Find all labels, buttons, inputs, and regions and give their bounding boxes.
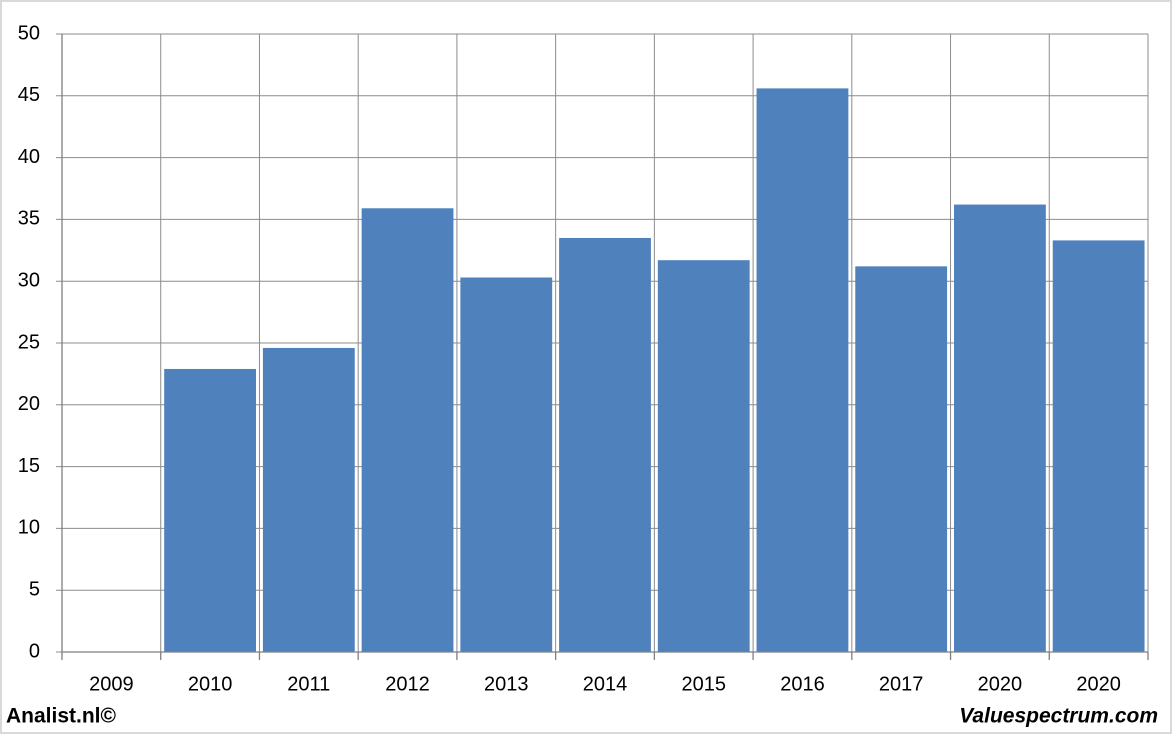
x-tick-label: 2010	[188, 673, 233, 695]
bar	[1052, 240, 1145, 653]
x-tick-label: 2013	[484, 673, 529, 695]
x-tick-label: 2016	[780, 673, 825, 695]
bar	[559, 237, 651, 652]
x-tick-label: 2014	[583, 673, 628, 695]
y-tick-label: 45	[18, 84, 40, 106]
x-tick-label: 2017	[879, 673, 924, 695]
x-tick-label: 2020	[1076, 673, 1121, 695]
bar	[262, 347, 355, 652]
y-tick-label: 35	[18, 208, 40, 230]
bar	[657, 260, 750, 652]
bar	[855, 266, 948, 652]
source-right: Valuespectrum.com	[959, 705, 1158, 728]
x-tick-label: 2012	[385, 673, 430, 695]
source-left: Analist.nl©	[6, 705, 117, 728]
x-tick-label: 2011	[287, 673, 330, 695]
y-tick-label: 25	[18, 331, 40, 353]
y-tick-label: 5	[29, 578, 40, 600]
y-tick-label: 40	[18, 146, 40, 168]
y-tick-label: 0	[29, 640, 40, 662]
x-tick-label: 2015	[681, 673, 726, 695]
x-tick-label: 2009	[89, 673, 134, 695]
bar	[361, 208, 454, 652]
y-tick-label: 30	[18, 269, 40, 291]
y-tick-label: 20	[18, 393, 40, 415]
bar	[164, 368, 256, 652]
x-tick-label: 2020	[978, 673, 1023, 695]
y-tick-label: 50	[18, 22, 40, 44]
y-tick-label: 10	[18, 517, 40, 539]
bar	[460, 277, 553, 652]
y-tick-label: 15	[18, 455, 40, 477]
bar	[756, 88, 849, 652]
bar	[954, 204, 1046, 652]
